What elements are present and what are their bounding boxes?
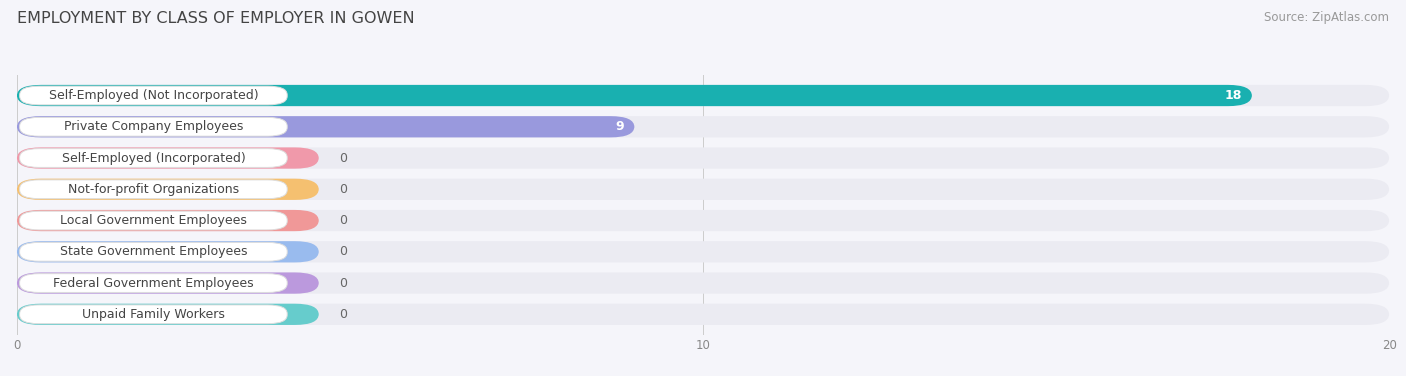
- FancyBboxPatch shape: [17, 147, 319, 169]
- FancyBboxPatch shape: [17, 304, 1389, 325]
- FancyBboxPatch shape: [17, 85, 1389, 106]
- FancyBboxPatch shape: [17, 241, 1389, 262]
- Text: 18: 18: [1225, 89, 1241, 102]
- FancyBboxPatch shape: [17, 147, 1389, 169]
- FancyBboxPatch shape: [17, 210, 1389, 231]
- FancyBboxPatch shape: [17, 179, 319, 200]
- FancyBboxPatch shape: [20, 86, 287, 105]
- FancyBboxPatch shape: [17, 179, 1389, 200]
- Text: 0: 0: [339, 245, 347, 258]
- Text: Self-Employed (Not Incorporated): Self-Employed (Not Incorporated): [49, 89, 259, 102]
- FancyBboxPatch shape: [17, 116, 634, 137]
- Text: Unpaid Family Workers: Unpaid Family Workers: [82, 308, 225, 321]
- Text: 0: 0: [339, 152, 347, 165]
- FancyBboxPatch shape: [17, 304, 319, 325]
- Text: Local Government Employees: Local Government Employees: [60, 214, 247, 227]
- Text: Federal Government Employees: Federal Government Employees: [53, 277, 253, 290]
- Text: 0: 0: [339, 277, 347, 290]
- FancyBboxPatch shape: [17, 210, 319, 231]
- Text: 0: 0: [339, 183, 347, 196]
- FancyBboxPatch shape: [20, 117, 287, 136]
- Text: EMPLOYMENT BY CLASS OF EMPLOYER IN GOWEN: EMPLOYMENT BY CLASS OF EMPLOYER IN GOWEN: [17, 11, 415, 26]
- FancyBboxPatch shape: [20, 149, 287, 167]
- FancyBboxPatch shape: [17, 273, 319, 294]
- Text: Self-Employed (Incorporated): Self-Employed (Incorporated): [62, 152, 245, 165]
- FancyBboxPatch shape: [20, 180, 287, 199]
- FancyBboxPatch shape: [20, 243, 287, 261]
- FancyBboxPatch shape: [17, 273, 1389, 294]
- Text: Not-for-profit Organizations: Not-for-profit Organizations: [67, 183, 239, 196]
- FancyBboxPatch shape: [20, 211, 287, 230]
- Text: Source: ZipAtlas.com: Source: ZipAtlas.com: [1264, 11, 1389, 24]
- Text: Private Company Employees: Private Company Employees: [63, 120, 243, 133]
- FancyBboxPatch shape: [20, 305, 287, 324]
- Text: 9: 9: [616, 120, 624, 133]
- Text: 0: 0: [339, 308, 347, 321]
- Text: 0: 0: [339, 214, 347, 227]
- FancyBboxPatch shape: [17, 241, 319, 262]
- FancyBboxPatch shape: [17, 116, 1389, 137]
- FancyBboxPatch shape: [20, 274, 287, 293]
- FancyBboxPatch shape: [17, 85, 1251, 106]
- Text: State Government Employees: State Government Employees: [59, 245, 247, 258]
